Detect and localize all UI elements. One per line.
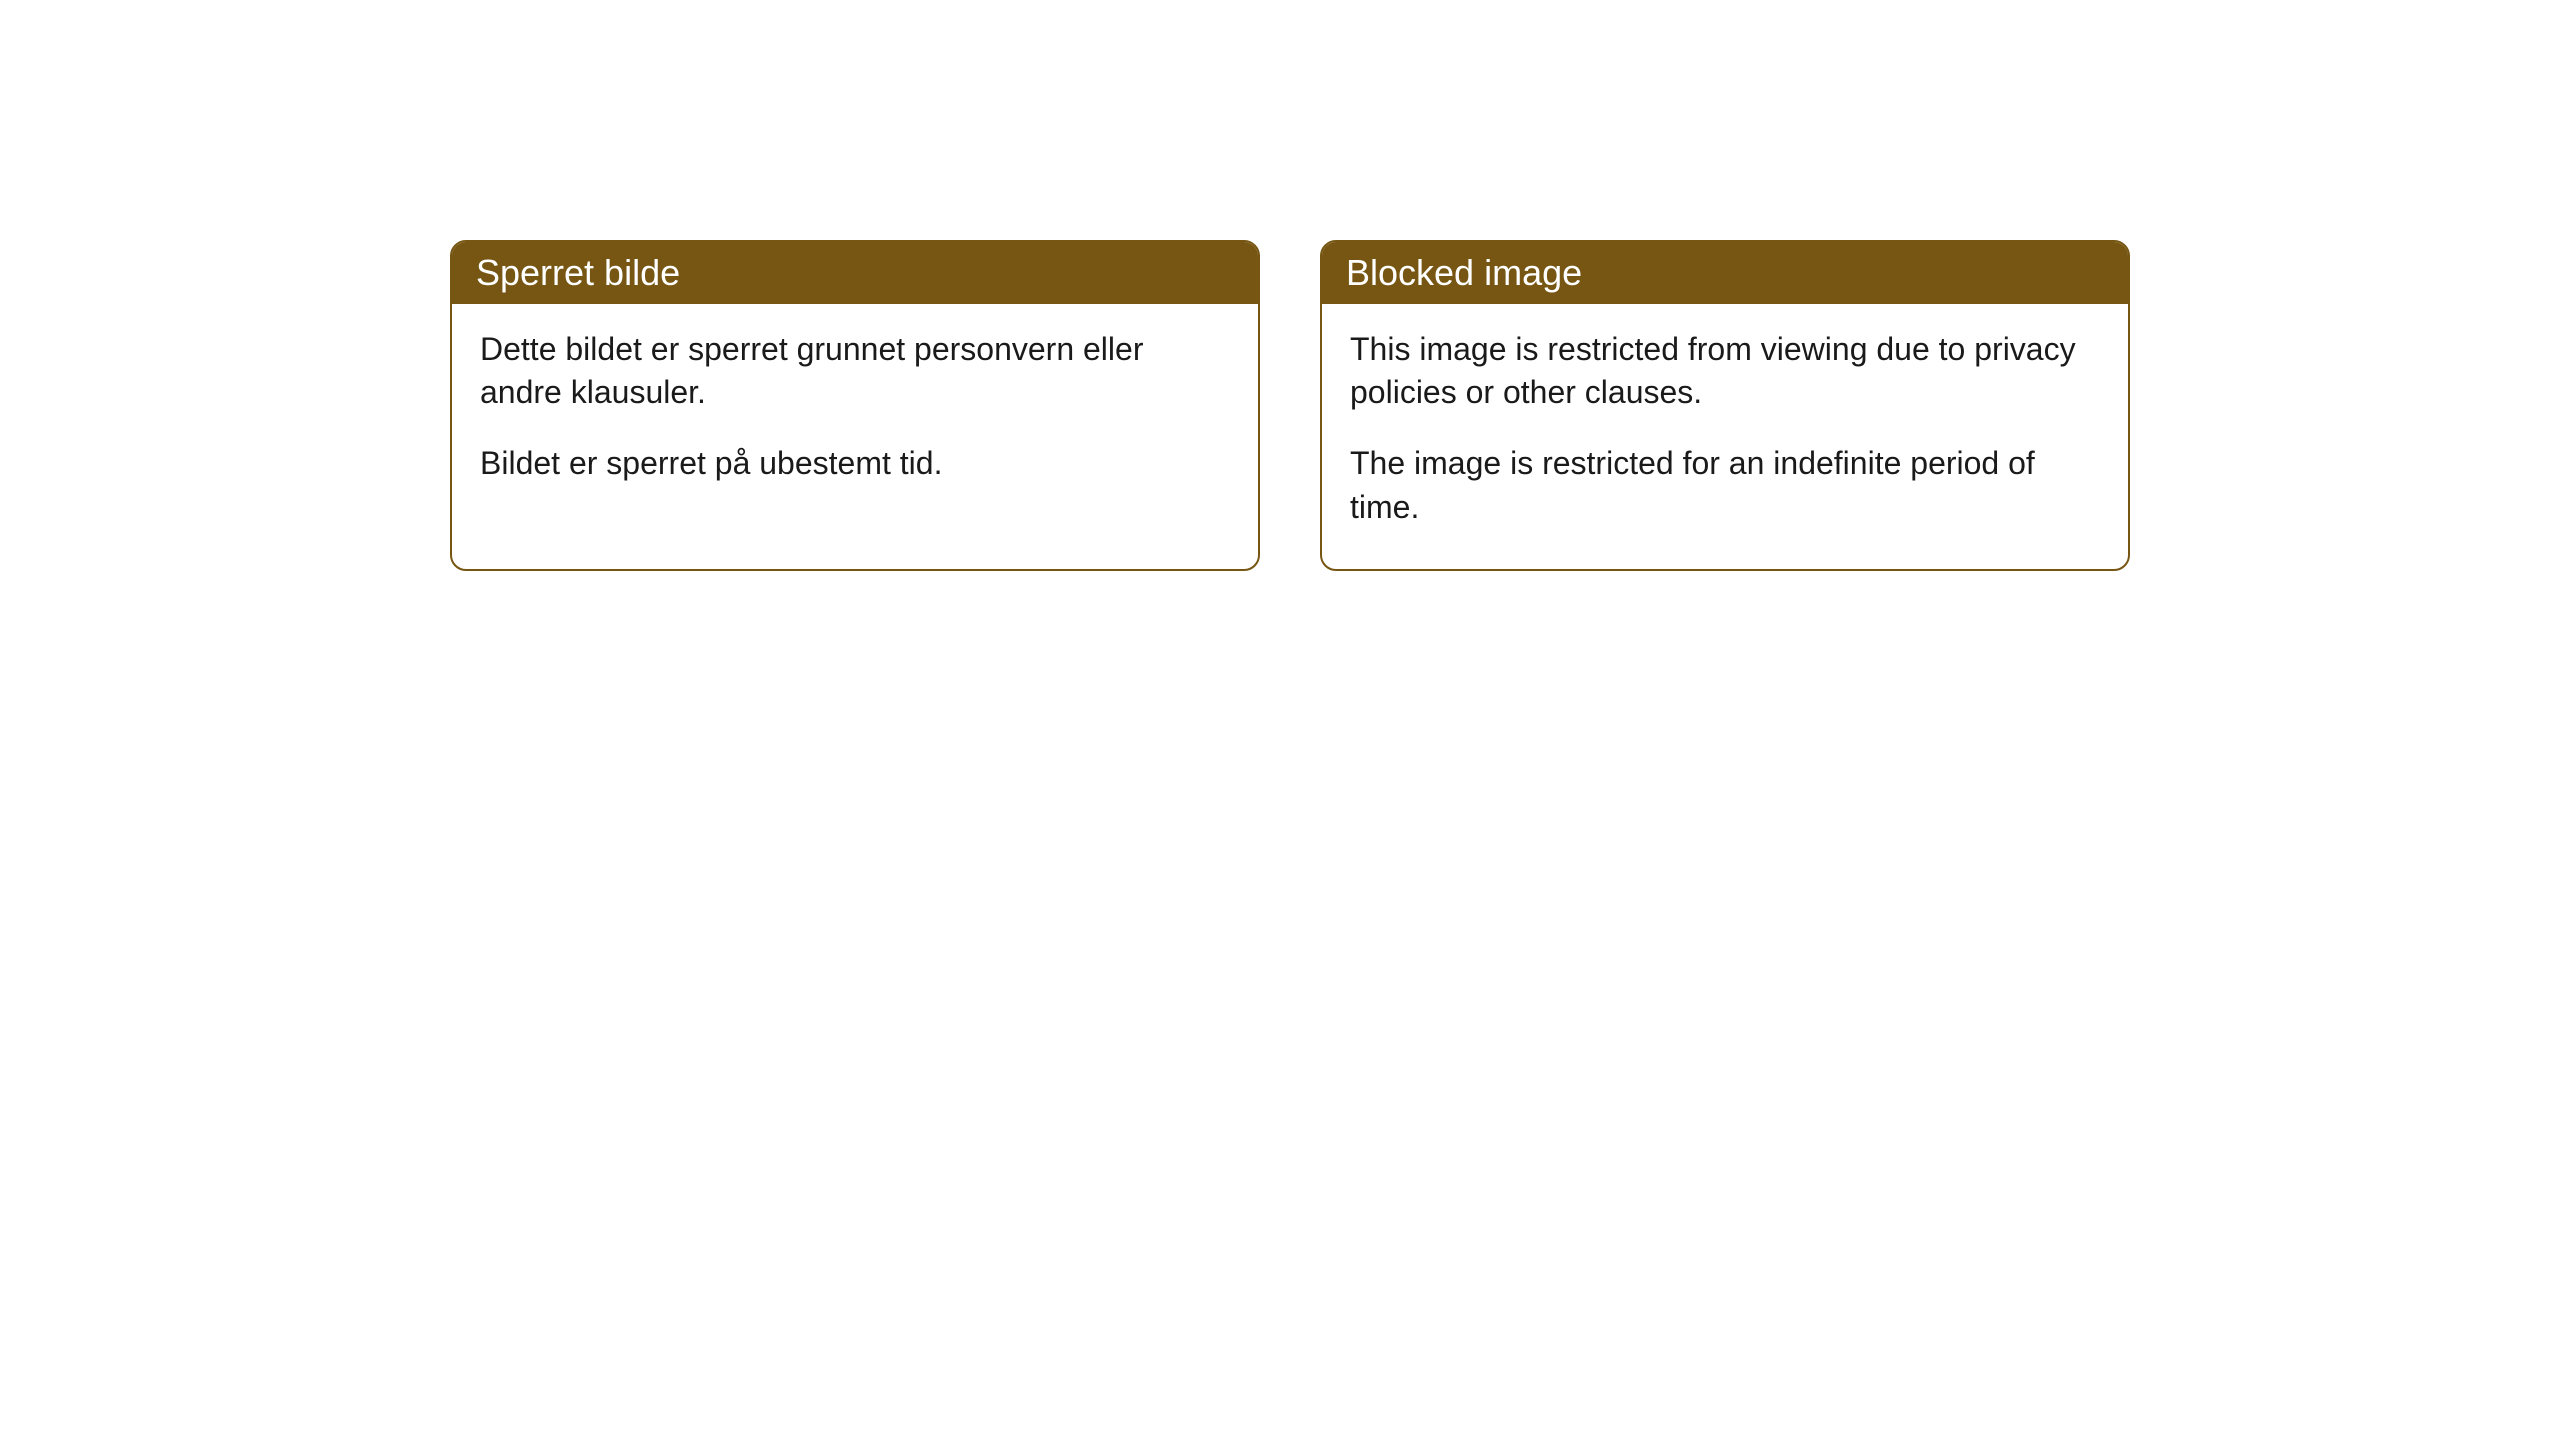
- notice-body: Dette bildet er sperret grunnet personve…: [452, 304, 1258, 526]
- notice-paragraph: Bildet er sperret på ubestemt tid.: [480, 442, 1230, 485]
- notice-header: Sperret bilde: [452, 242, 1258, 304]
- notice-title: Blocked image: [1346, 252, 1582, 293]
- notice-paragraph: This image is restricted from viewing du…: [1350, 328, 2100, 414]
- notice-container: Sperret bilde Dette bildet er sperret gr…: [450, 240, 2130, 571]
- notice-paragraph: The image is restricted for an indefinit…: [1350, 442, 2100, 528]
- notice-card-norwegian: Sperret bilde Dette bildet er sperret gr…: [450, 240, 1260, 571]
- notice-header: Blocked image: [1322, 242, 2128, 304]
- notice-body: This image is restricted from viewing du…: [1322, 304, 2128, 569]
- notice-paragraph: Dette bildet er sperret grunnet personve…: [480, 328, 1230, 414]
- notice-title: Sperret bilde: [476, 252, 680, 293]
- notice-card-english: Blocked image This image is restricted f…: [1320, 240, 2130, 571]
